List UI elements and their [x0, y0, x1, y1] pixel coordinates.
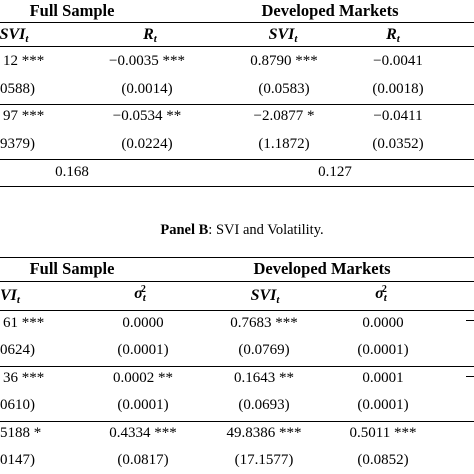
panel-b-r2-c3-se: (0.0693) [238, 397, 290, 413]
panel-a-r2-c4-se: (0.0352) [372, 136, 424, 152]
panel-a-r2-developed: 0.127 [318, 164, 352, 180]
panel-b-r3-c3-se: (17.1577) [234, 452, 294, 468]
panel-b-r3-c4-coef: 0.5011 *** [349, 425, 417, 441]
panel-b-top-rule [0, 257, 474, 258]
panel-b-r3-c1-coef: 5188 * [0, 425, 42, 441]
panel-a-r2-c2-coef: −0.0534 ** [112, 108, 182, 124]
panel-b-r2-c1-se: 0610) [0, 397, 35, 413]
panel-a-row-rule-1 [0, 104, 474, 105]
panel-b-edge-mark-2 [466, 376, 474, 377]
panel-b-r1-c4-se: (0.0001) [357, 342, 409, 358]
panel-b-col3-header: SVIt [250, 287, 280, 306]
panel-a-r1-c4-se: (0.0018) [372, 81, 424, 97]
panel-b-header-rule [0, 281, 474, 282]
panel-a-r2-c3-se: (1.1872) [258, 136, 310, 152]
panel-a-r1-c3-se: (0.0583) [258, 81, 310, 97]
panel-b-r3-c4-se: (0.0852) [357, 452, 409, 468]
panel-b-r3-c2-se: (0.0817) [117, 452, 169, 468]
panel-b-r2-c2-se: (0.0001) [117, 397, 169, 413]
panel-b-r2-c1-coef: 36 *** [3, 370, 45, 386]
panel-a-r1-c4-coef: −0.0041 [373, 53, 423, 69]
panel-a-r2-c3-coef: −2.0877 * [253, 108, 315, 124]
panel-b-r3-c2-coef: 0.4334 *** [109, 425, 177, 441]
panel-b-row-rule-1 [0, 366, 474, 367]
panel-b-r1-c1-se: 0624) [0, 342, 35, 358]
panel-a-r1-c2-coef: −0.0035 *** [109, 53, 185, 69]
panel-a-col2-header: Rt [143, 26, 157, 45]
panel-b-r2-c4-coef: 0.0001 [362, 370, 404, 386]
panel-b-r3-c1-se: 0147) [0, 452, 35, 468]
panel-a-bottom-rule [0, 186, 474, 187]
panel-b-r2-c4-se: (0.0001) [357, 397, 409, 413]
panel-a-r2-c4-coef: −0.0411 [373, 108, 423, 124]
panel-a-r2-full-sample: 0.168 [55, 164, 89, 180]
panel-a-col1-header: SVIt [0, 26, 29, 45]
panel-b-header-developed-markets: Developed Markets [253, 259, 391, 278]
panel-b-r1-c4-coef: 0.0000 [362, 315, 404, 331]
panel-b-r2-c3-coef: 0.1643 ** [234, 370, 294, 386]
panel-b-r3-c3-coef: 49.8386 *** [226, 425, 302, 441]
panel-b-title: Panel B: SVI and Volatility. [160, 222, 324, 238]
panel-b-r2-c2-coef: 0.0002 ** [113, 370, 173, 386]
panel-a-r2-c2-se: (0.0224) [121, 136, 173, 152]
panel-b-header-full-sample: Full Sample [29, 259, 115, 278]
panel-b-subheader-rule [0, 310, 474, 311]
panel-a-r2-c1-coef: 97 *** [3, 108, 45, 124]
panel-a-r1-c1-se: 0588) [0, 81, 35, 97]
panel-b-r1-c3-se: (0.0769) [238, 342, 290, 358]
panel-a-r1-c1-coef: 12 *** [3, 53, 45, 69]
panel-b-row-rule-2 [0, 421, 474, 422]
panel-b-col1-header: VIt [0, 287, 20, 306]
panel-b-col2-header: σt2 [134, 284, 146, 304]
panel-a-r1-c2-se: (0.0014) [121, 81, 173, 97]
panel-b-r1-c3-coef: 0.7683 *** [230, 315, 298, 331]
panel-b-edge-mark-1 [466, 320, 474, 321]
panel-a-col4-header: Rt [386, 26, 400, 45]
panel-a-header-full-sample: Full Sample [29, 1, 115, 20]
panel-a-header-developed-markets: Developed Markets [261, 1, 399, 20]
panel-b-col4-header: σt2 [375, 284, 387, 304]
panel-a-header-rule [0, 22, 474, 23]
panel-a-r2-c1-se: 9379) [0, 136, 35, 152]
panel-b-r1-c2-se: (0.0001) [117, 342, 169, 358]
panel-a-col3-header: SVIt [268, 26, 298, 45]
panel-a-row-rule-2 [0, 159, 474, 160]
panel-a-r1-c3-coef: 0.8790 *** [250, 53, 318, 69]
panel-a-subheader-rule [0, 46, 474, 47]
panel-b-r1-c2-coef: 0.0000 [122, 315, 164, 331]
panel-b-r1-c1-coef: 61 *** [3, 315, 45, 331]
